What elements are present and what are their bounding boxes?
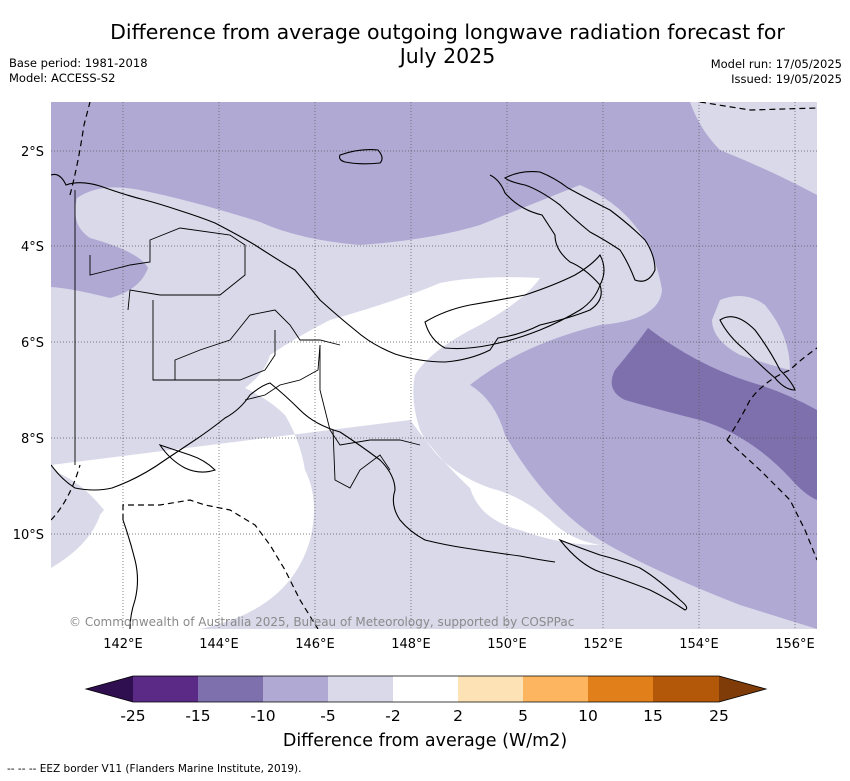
colorbar-outline [84, 675, 768, 703]
base-period-label: Base period: 1981-2018 [9, 56, 148, 70]
colorbar-segment [458, 676, 523, 702]
issued-label: Issued: 19/05/2025 [731, 72, 842, 86]
colorbar-tick: 15 [643, 707, 663, 725]
anomaly-band-minus2-to-2 [51, 277, 600, 629]
colorbar-segment [393, 676, 458, 702]
colorbar: -25 -15 -10 -5 -2 2 5 10 15 25 [84, 675, 768, 725]
y-tick-4s: 4°S [21, 240, 44, 255]
colorbar-tick: 10 [578, 707, 598, 725]
torres-strait-coastline [122, 519, 139, 629]
colorbar-tick: -2 [385, 707, 400, 725]
eez-footnote: -- -- -- EEZ border V11 (Flanders Marine… [7, 763, 302, 775]
metadata-left: Base period: 1981-2018 Model: ACCESS-S2 [9, 56, 148, 86]
colorbar-segment [133, 676, 198, 702]
bougainville-coastline [719, 316, 796, 391]
x-tick-148: 148°E [391, 637, 431, 652]
colorbar-tick: -10 [250, 707, 275, 725]
colorbar-tick: -5 [320, 707, 335, 725]
colorbar-extend-low [86, 676, 133, 702]
colorbar-segment [263, 676, 328, 702]
colorbar-ticks: -25 -15 -10 -5 -2 2 5 10 15 25 [120, 707, 729, 725]
model-run-label: Model run: 17/05/2025 [710, 57, 842, 71]
anomaly-band-minus10-to-minus5 [51, 102, 817, 629]
colorbar-tick: -25 [120, 707, 145, 725]
colorbar-tick: 25 [709, 707, 729, 725]
title-line-1: Difference from average outgoing longwav… [110, 20, 785, 44]
x-tick-150: 150°E [487, 637, 527, 652]
colorbar-label: Difference from average (W/m2) [282, 731, 568, 751]
x-tick-146: 146°E [295, 637, 335, 652]
x-tick-156: 156°E [775, 637, 815, 652]
x-axis-ticks: 142°E 144°E 146°E 148°E 150°E 152°E 154°… [103, 637, 815, 652]
x-tick-154: 154°E [679, 637, 719, 652]
provincial-boundaries [74, 190, 421, 489]
title-line-2: July 2025 [399, 44, 496, 68]
y-tick-6s: 6°S [21, 336, 44, 351]
colorbar-tick: 5 [518, 707, 528, 725]
chart-title: Difference from average outgoing longwav… [80, 20, 815, 68]
x-tick-144: 144°E [199, 637, 239, 652]
manus-coastline [339, 149, 383, 165]
colorbar-tick: -15 [185, 707, 210, 725]
colorbar-segment [198, 676, 263, 702]
graticule [51, 102, 817, 629]
anomaly-band-southwest-patch [51, 470, 104, 548]
metadata-right: Model run: 17/05/2025 Issued: 19/05/2025 [711, 57, 842, 87]
colorbar-extend-high [719, 676, 766, 702]
y-axis-ticks: 2°S 4°S 6°S 8°S 10°S [13, 145, 44, 543]
anomaly-band-minus15-to-minus10 [611, 328, 817, 500]
southern-islands-coastline [558, 538, 688, 611]
y-tick-2s: 2°S [21, 145, 44, 160]
model-label: Model: ACCESS-S2 [9, 71, 116, 85]
anomaly-band-inner-lighter [690, 102, 817, 195]
colorbar-segment [523, 676, 588, 702]
x-tick-152: 152°E [583, 637, 623, 652]
colorbar-segment [588, 676, 653, 702]
map-panel: © Commonwealth of Australia 2025, Bureau… [51, 102, 817, 629]
new-britain-coastline [504, 171, 656, 282]
y-tick-10s: 10°S [13, 528, 44, 543]
colorbar-segment [328, 676, 393, 702]
copyright-notice: © Commonwealth of Australia 2025, Bureau… [69, 615, 574, 629]
colorbar-segment [653, 676, 719, 702]
fly-river-coastline [158, 443, 217, 473]
coastlines [51, 149, 796, 629]
eez-borders [51, 102, 817, 629]
x-tick-142: 142°E [103, 637, 143, 652]
colorbar-tick: 2 [453, 707, 463, 725]
anomaly-band-east-patch [712, 296, 790, 370]
new-guinea-coastline [51, 173, 602, 563]
y-tick-8s: 8°S [21, 432, 44, 447]
new-ireland-coastline [424, 254, 605, 350]
